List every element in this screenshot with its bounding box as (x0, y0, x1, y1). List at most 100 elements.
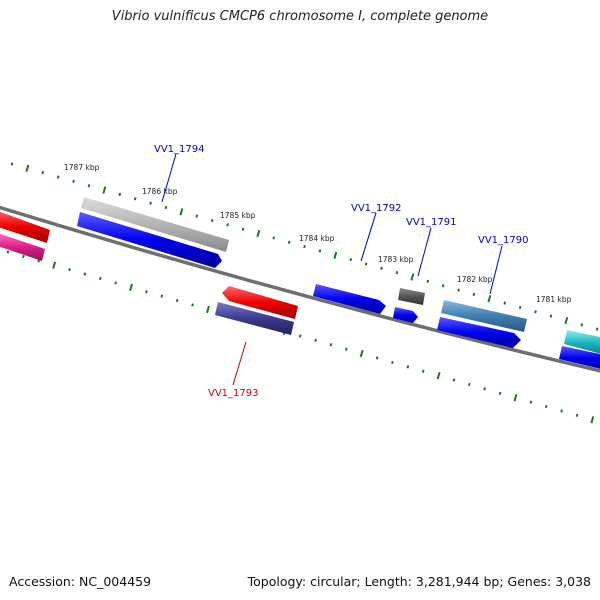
minor-tick (391, 360, 394, 364)
minor-tick (145, 290, 148, 294)
minor-tick (10, 162, 14, 166)
minor-tick (575, 413, 579, 417)
leader-line-VV1_1793 (232, 341, 247, 386)
scale-label: 1786 kbp (142, 187, 178, 196)
gene-label-VV1_1790[interactable]: VV1_1790 (478, 235, 529, 246)
minor-tick (241, 227, 245, 231)
gene-label-VV1_1794[interactable]: VV1_1794 (154, 144, 205, 155)
major-tick (513, 394, 518, 402)
minor-tick (457, 288, 460, 292)
minor-tick (406, 365, 410, 369)
major-tick (52, 261, 57, 269)
gene-label-VV1_1791[interactable]: VV1_1791 (406, 217, 457, 228)
gene-label-VV1_1793[interactable]: VV1_1793 (208, 388, 259, 399)
major-tick (564, 316, 569, 325)
chromosome-backbone (0, 205, 600, 373)
minor-tick (314, 338, 317, 342)
gene-feature-red-left[interactable] (0, 210, 50, 243)
minor-tick (329, 343, 333, 347)
minor-tick (303, 244, 306, 249)
minor-tick (375, 356, 379, 360)
minor-tick (544, 404, 548, 409)
major-tick (436, 372, 441, 380)
minor-tick (114, 281, 117, 285)
gene-feature-VV1_1794[interactable] (77, 212, 222, 268)
major-tick (333, 251, 338, 259)
scale-label: 1785 kbp (220, 211, 256, 220)
major-tick (179, 208, 184, 216)
scale-label: 1781 kbp (536, 295, 572, 304)
minor-tick (518, 305, 522, 310)
gene-feature-VV1_1792[interactable] (313, 284, 386, 314)
minor-tick (195, 214, 199, 218)
minor-tick (272, 236, 276, 240)
gene-feature-VV1_1790-steel[interactable] (441, 300, 527, 332)
minor-tick (118, 192, 122, 197)
leader-line-VV1_1790 (489, 245, 503, 295)
minor-tick (318, 249, 322, 253)
minor-tick (298, 334, 302, 338)
minor-tick (441, 284, 445, 288)
minor-tick (56, 175, 60, 179)
minor-tick (22, 254, 25, 259)
minor-tick (498, 391, 502, 395)
major-tick (102, 186, 107, 194)
gene-feature-blue-right[interactable] (559, 346, 600, 370)
minor-tick (191, 303, 194, 307)
minor-tick (83, 272, 87, 276)
outer-scale-ticks (10, 162, 599, 331)
leader-line-VV1_1794 (161, 153, 177, 203)
minor-tick (421, 369, 425, 373)
minor-tick (549, 314, 553, 318)
minor-tick (395, 271, 399, 275)
scale-label: 1784 kbp (299, 234, 335, 243)
genome-summary-text: Topology: circular; Length: 3,281,944 bp… (247, 574, 591, 589)
gene-feature-cyan-right[interactable] (564, 330, 600, 355)
major-tick (590, 416, 595, 424)
major-tick (410, 273, 415, 281)
gene-feature-navy[interactable] (215, 302, 294, 335)
gene-label-VV1_1792[interactable]: VV1_1792 (351, 203, 402, 214)
gene-feature-VV1_1793[interactable] (222, 286, 298, 319)
minor-tick (534, 310, 537, 314)
gene-feature-VV1_1790[interactable] (437, 317, 521, 348)
scale-label: 1787 kbp (64, 163, 100, 172)
minor-tick (529, 400, 533, 404)
minor-tick (41, 171, 45, 175)
scale-label: 1782 kbp (457, 275, 493, 284)
minor-tick (344, 347, 348, 351)
minor-tick (210, 218, 214, 223)
minor-tick (380, 266, 383, 270)
major-tick (206, 305, 210, 314)
gene-feature-gray-rna[interactable] (81, 197, 229, 252)
gene-feature-VV1_1791-small[interactable] (393, 307, 418, 323)
gene-feature-magenta-left[interactable] (0, 232, 45, 261)
minor-tick (503, 301, 507, 305)
minor-tick (452, 378, 456, 382)
minor-tick (68, 268, 71, 272)
minor-tick (595, 327, 599, 331)
map-title: Vibrio vulnificus CMCP6 chromosome I, co… (111, 9, 489, 24)
minor-tick (426, 279, 430, 283)
minor-tick (364, 262, 368, 266)
minor-tick (580, 323, 584, 327)
forward-strand-features (0, 197, 600, 370)
minor-tick (349, 258, 353, 262)
minor-tick (175, 298, 179, 303)
minor-tick (149, 201, 152, 205)
gene-feature-VV1_1791[interactable] (398, 288, 425, 305)
accession-text: Accession: NC_004459 (9, 574, 152, 589)
gene-label-leaders (161, 153, 503, 386)
minor-tick (98, 276, 102, 281)
major-tick (256, 229, 261, 238)
major-tick (487, 295, 492, 303)
gene-labels: VV1_1794 VV1_1792 VV1_1791 VV1_1790 VV1_… (154, 144, 529, 399)
leader-line-VV1_1791 (417, 227, 432, 277)
minor-tick (133, 197, 137, 201)
inner-scale-ticks (6, 250, 595, 424)
minor-tick (72, 179, 75, 183)
major-tick (359, 349, 364, 358)
minor-tick (164, 205, 168, 210)
major-tick (25, 164, 30, 172)
